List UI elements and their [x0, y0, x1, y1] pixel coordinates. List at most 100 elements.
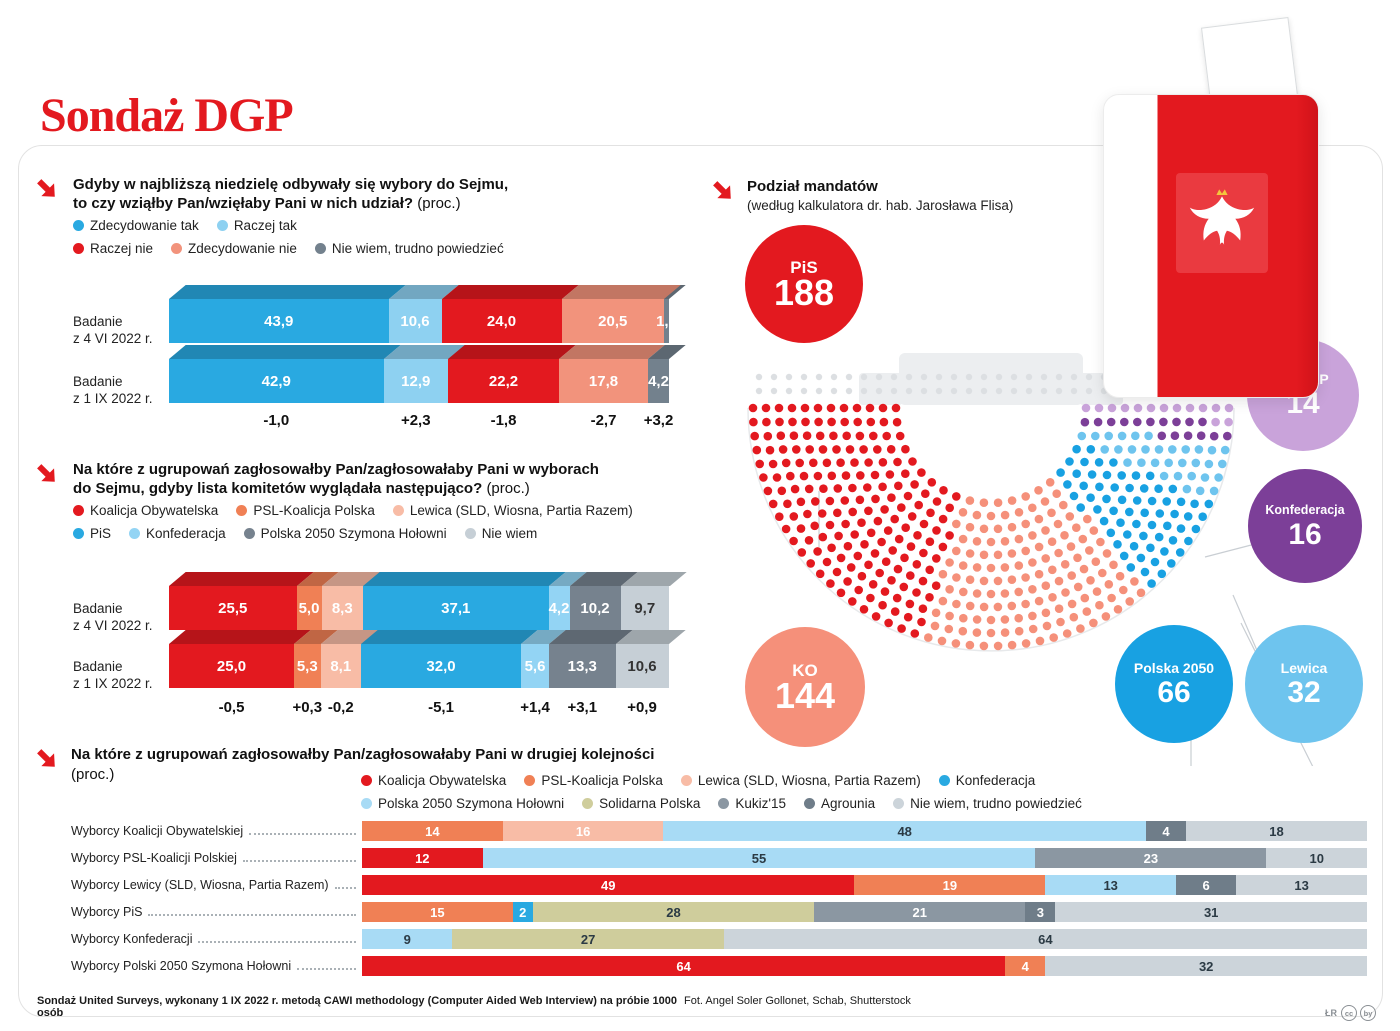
seat-dot	[903, 612, 913, 622]
seat-dot	[1176, 524, 1186, 533]
seat-dot	[937, 636, 947, 646]
seat-dot	[1107, 403, 1117, 413]
bar-segment-lewica-sld-wiosna-partia-razem: 16	[502, 821, 664, 841]
bar-segment-solidarna-polska: 28	[532, 902, 815, 922]
seat-dot	[1014, 613, 1023, 623]
bar-segment-polska-2050-szymona-ho-owni: 48	[663, 821, 1146, 841]
seat-dot	[1069, 612, 1079, 622]
seat-dot	[925, 565, 934, 575]
second-choice-heading: Na które z ugrupowań zagłosowałby Pan/za…	[71, 745, 731, 764]
seat-dot	[932, 497, 942, 506]
legend-dot-icon	[129, 528, 141, 539]
seat-dot	[841, 471, 851, 480]
seat-dot	[908, 457, 917, 466]
seat-dot	[1049, 633, 1058, 642]
seat-dot	[959, 587, 968, 597]
stacked-bar: 49 19 13 6 13	[362, 875, 1367, 895]
seat-dot	[972, 628, 982, 637]
seat-dot	[870, 470, 880, 480]
seat-dot	[883, 526, 893, 535]
seat-dot	[853, 417, 862, 427]
category-label: Badanie z 1 IX 2022 r.	[73, 658, 167, 692]
gallery-dot	[845, 373, 853, 381]
seat-dot	[1133, 403, 1143, 413]
seat-dot	[1000, 628, 1010, 637]
seat-dot	[836, 458, 845, 467]
party-name: Polska 2050	[1133, 659, 1215, 676]
seat-dot	[897, 624, 906, 633]
seat-dot	[938, 596, 948, 606]
gallery-dot	[860, 387, 868, 395]
seat-dot	[1048, 593, 1057, 602]
seat-dot	[775, 417, 784, 427]
seat-dot	[1021, 639, 1031, 648]
gallery-dot	[1010, 387, 1018, 395]
seat-dot	[827, 543, 836, 553]
seat-dot	[1209, 486, 1219, 496]
seat-dot	[792, 445, 801, 454]
seat-dot	[1160, 547, 1169, 556]
seat-dot	[1209, 431, 1219, 441]
legend-dot-icon	[243, 528, 255, 539]
seat-dot	[1021, 492, 1030, 501]
seat-dot	[1086, 445, 1096, 454]
bar-segment-koalicja-obywatelska: 49	[362, 875, 855, 895]
seat-dot	[748, 403, 758, 413]
bar-value: 31	[1203, 904, 1219, 920]
seat-dot	[939, 486, 948, 495]
gallery-dot	[755, 373, 763, 381]
seat-dot	[1155, 509, 1165, 518]
seat-dot	[1102, 470, 1112, 480]
dotted-leader	[334, 887, 356, 889]
seat-dot	[789, 536, 798, 546]
seat-dot	[836, 588, 846, 598]
seat-dot	[809, 458, 818, 468]
gallery-dot	[785, 387, 793, 395]
seat-dot	[1099, 516, 1109, 526]
gallery-dot	[875, 387, 883, 395]
seat-dot	[993, 602, 1003, 612]
seat-dot	[855, 431, 865, 441]
seat-dot	[910, 480, 919, 489]
bar-value: 32	[1198, 958, 1214, 974]
seat-dot	[1060, 531, 1069, 540]
seat-dot	[875, 568, 884, 578]
eagle-icon	[1189, 189, 1255, 245]
seat-dot	[1185, 417, 1194, 427]
seat-dot	[958, 508, 968, 517]
gallery-dot	[1085, 387, 1093, 395]
seat-dot	[1116, 518, 1125, 527]
legend-item-polska-2050-szymona-ho-owni: Polska 2050 Szymona Hołowni	[243, 526, 447, 541]
seat-dot	[1094, 403, 1104, 413]
dotted-leader	[249, 833, 356, 835]
seat-dot	[1007, 549, 1017, 558]
bar-value: 48	[897, 823, 912, 839]
legend-row: Koalicja Obywatelska PSL-Koalicja Polska L…	[361, 773, 1082, 788]
seat-dot	[852, 403, 862, 413]
seat-dot	[878, 600, 887, 610]
seat-dot	[1069, 491, 1079, 501]
party-name: PiS	[790, 257, 818, 277]
seat-dot	[993, 550, 1003, 560]
seat-dot	[932, 526, 941, 535]
seat-dot	[802, 431, 812, 440]
seat-dot	[1154, 445, 1164, 454]
seat-dot	[993, 524, 1003, 534]
seat-dot	[1131, 471, 1141, 480]
seat-dot	[877, 537, 886, 547]
seat-dot	[810, 521, 819, 531]
seat-dot	[1211, 403, 1221, 413]
seat-dot	[1106, 528, 1116, 538]
seat-dot	[848, 507, 857, 517]
gallery-dot	[785, 373, 793, 381]
bar-segment-nie-wiem-trudno-powiedzie: 18	[1186, 821, 1367, 841]
seat-dot	[834, 531, 843, 541]
seat-dot	[869, 431, 878, 441]
bar-segment-kukiz-15: 23	[1035, 848, 1267, 868]
row-label: Wyborcy PiS	[71, 905, 143, 919]
seat-dot	[1014, 561, 1024, 570]
seat-dot	[832, 567, 842, 577]
seat-dot	[1078, 534, 1088, 544]
legend-label: PSL-Koalicja Polska	[253, 503, 375, 518]
